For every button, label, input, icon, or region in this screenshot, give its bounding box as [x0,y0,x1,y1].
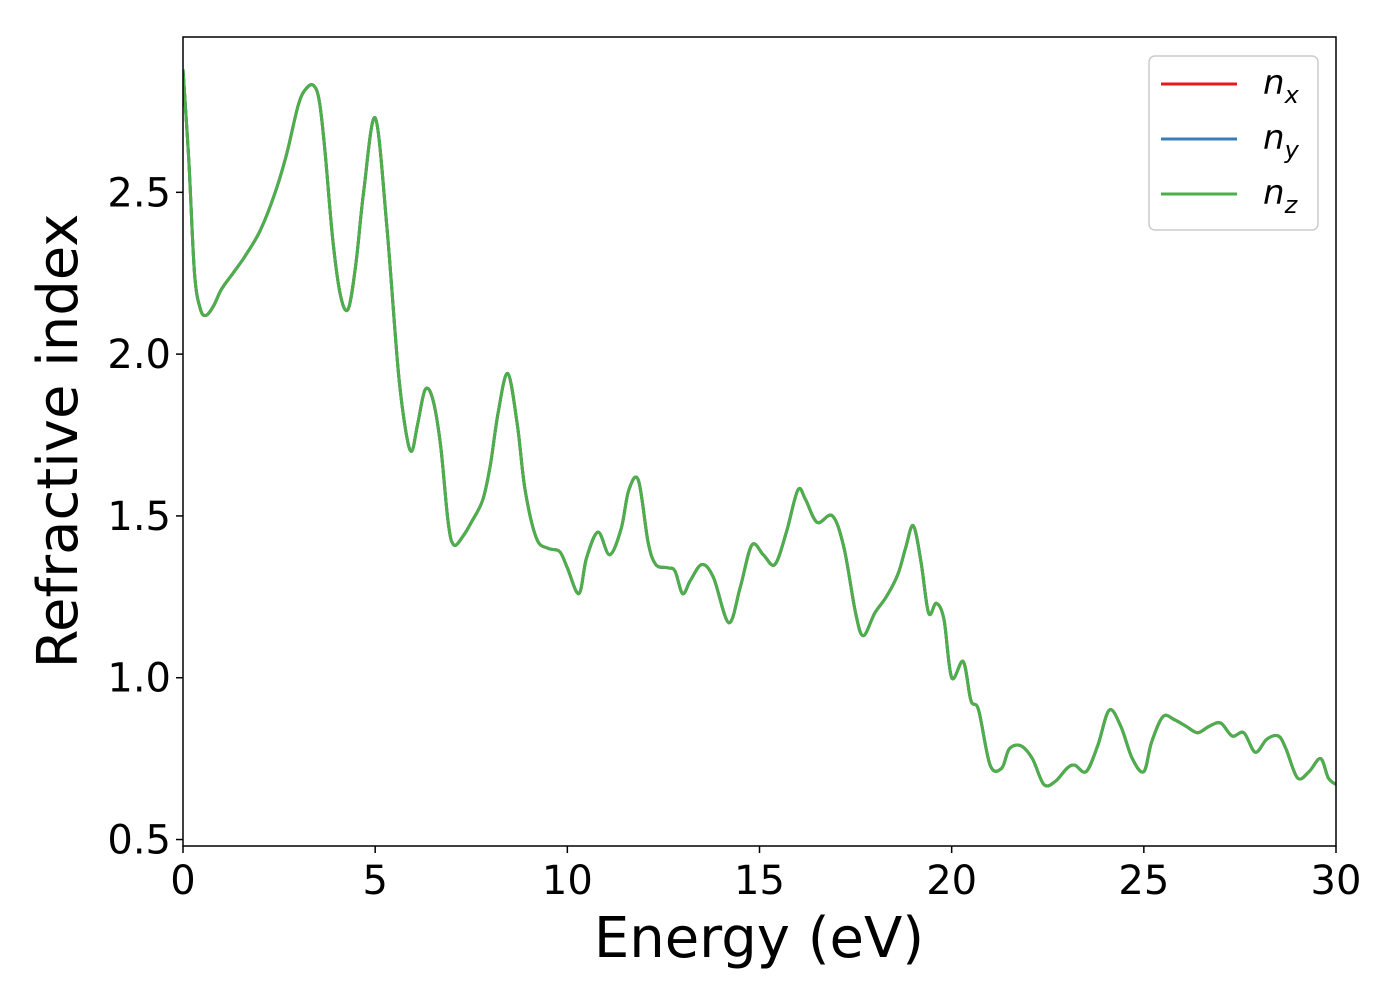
legend-label-main: n [1263,173,1285,213]
legend-label-sub: y [1284,136,1300,164]
y-tick-label: 1.5 [107,494,171,540]
legend-label-n-y: ny [1263,118,1300,164]
y-axis-ticks: 0.5 1.0 1.5 2.0 2.5 [107,170,183,864]
x-tick-label: 20 [926,858,977,904]
x-tick-label: 10 [542,858,593,904]
legend-label-n-x: nx [1263,63,1300,109]
legend-label-sub: z [1284,191,1299,219]
y-tick-label: 0.5 [107,818,171,864]
legend-label-sub: x [1284,81,1300,109]
legend-label-main: n [1263,63,1285,103]
x-tick-label: 5 [362,858,387,904]
y-tick-label: 1.0 [107,656,171,702]
series-layer [183,69,1336,788]
x-tick-label: 15 [734,858,785,904]
x-tick-label: 0 [170,858,195,904]
y-tick-label: 2.5 [107,170,171,216]
x-tick-label: 25 [1118,858,1169,904]
x-axis-label: Energy (eV) [594,906,924,971]
legend-label-n-z: nz [1263,173,1299,219]
plot-area [183,37,1336,846]
legend-label-main: n [1263,118,1285,158]
x-tick-label: 30 [1311,858,1362,904]
y-tick-label: 2.0 [107,332,171,378]
x-axis-ticks: 0 5 10 15 20 25 30 [170,846,1361,904]
series-line-n-z [183,69,1336,788]
legend-box [1148,55,1319,231]
y-axis-label: Refractive index [26,214,91,669]
